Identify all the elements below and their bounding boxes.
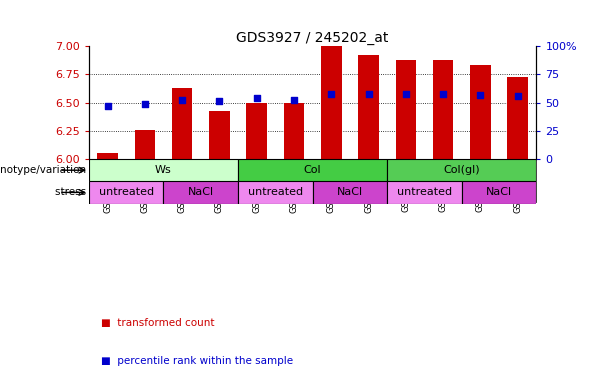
Text: ■  percentile rank within the sample: ■ percentile rank within the sample [101,356,293,366]
Point [476,92,485,98]
Bar [238,181,313,204]
Bar [395,60,416,159]
Bar [313,181,387,204]
Bar [359,55,379,159]
Bar [462,159,499,202]
Bar [238,159,275,202]
Point [326,91,336,97]
Text: NaCl: NaCl [337,187,363,197]
Bar [424,159,462,202]
Bar [89,159,126,202]
Bar [201,159,238,202]
Bar [499,159,536,202]
Bar [321,46,341,159]
Bar [209,111,230,159]
Bar [89,181,164,204]
Text: NaCl: NaCl [486,187,512,197]
Point [289,97,299,103]
Bar [313,159,350,202]
Text: untreated: untreated [99,187,154,197]
Bar [97,154,118,159]
Bar [387,159,424,202]
Bar [89,159,238,181]
Bar [164,159,200,202]
Point [140,101,150,107]
Text: Col(gl): Col(gl) [443,165,480,175]
Text: untreated: untreated [248,187,303,197]
Text: ■  transformed count: ■ transformed count [101,318,215,328]
Bar [238,159,387,181]
Bar [246,103,267,159]
Text: genotype/variation: genotype/variation [0,165,89,175]
Bar [164,181,238,204]
Text: NaCl: NaCl [188,187,214,197]
Text: untreated: untreated [397,187,452,197]
Bar [172,88,192,159]
Point [513,93,523,99]
Bar [508,76,528,159]
Text: Col: Col [304,165,321,175]
Bar [387,159,536,181]
Bar [350,159,387,202]
Point [177,97,187,103]
Point [364,91,373,97]
Point [438,91,448,97]
Text: Ws: Ws [155,165,172,175]
Bar [275,159,313,202]
Bar [462,181,536,204]
Bar [135,130,155,159]
Bar [387,181,462,204]
Bar [284,103,304,159]
Bar [470,65,490,159]
Title: GDS3927 / 245202_at: GDS3927 / 245202_at [237,31,389,45]
Text: stress: stress [55,187,89,197]
Bar [433,60,454,159]
Point [252,95,262,101]
Point [401,91,411,97]
Bar [126,159,164,202]
Point [102,103,112,109]
Point [215,98,224,104]
